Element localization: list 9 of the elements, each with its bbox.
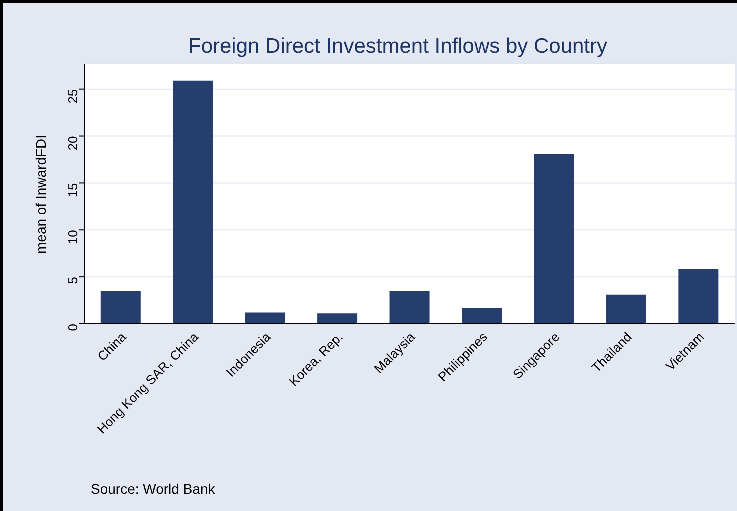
y-tick-label: 15 <box>66 183 81 198</box>
y-axis-title: mean of InwardFDI <box>32 134 49 254</box>
y-tick-label: 20 <box>66 136 81 151</box>
y-tick-label: 10 <box>66 230 81 245</box>
y-tick-label: 0 <box>66 324 81 332</box>
chart-title: Foreign Direct Investment Inflows by Country <box>188 35 608 59</box>
y-tick-label: 25 <box>66 89 81 104</box>
source-note: Source: World Bank <box>91 481 216 497</box>
y-tick-label: 5 <box>66 277 81 284</box>
